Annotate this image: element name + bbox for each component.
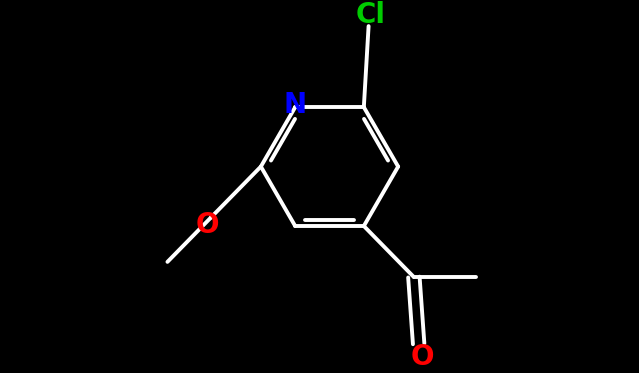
Text: O: O	[411, 343, 435, 371]
Text: N: N	[284, 91, 307, 119]
Text: O: O	[196, 211, 219, 239]
Text: Cl: Cl	[355, 1, 385, 29]
